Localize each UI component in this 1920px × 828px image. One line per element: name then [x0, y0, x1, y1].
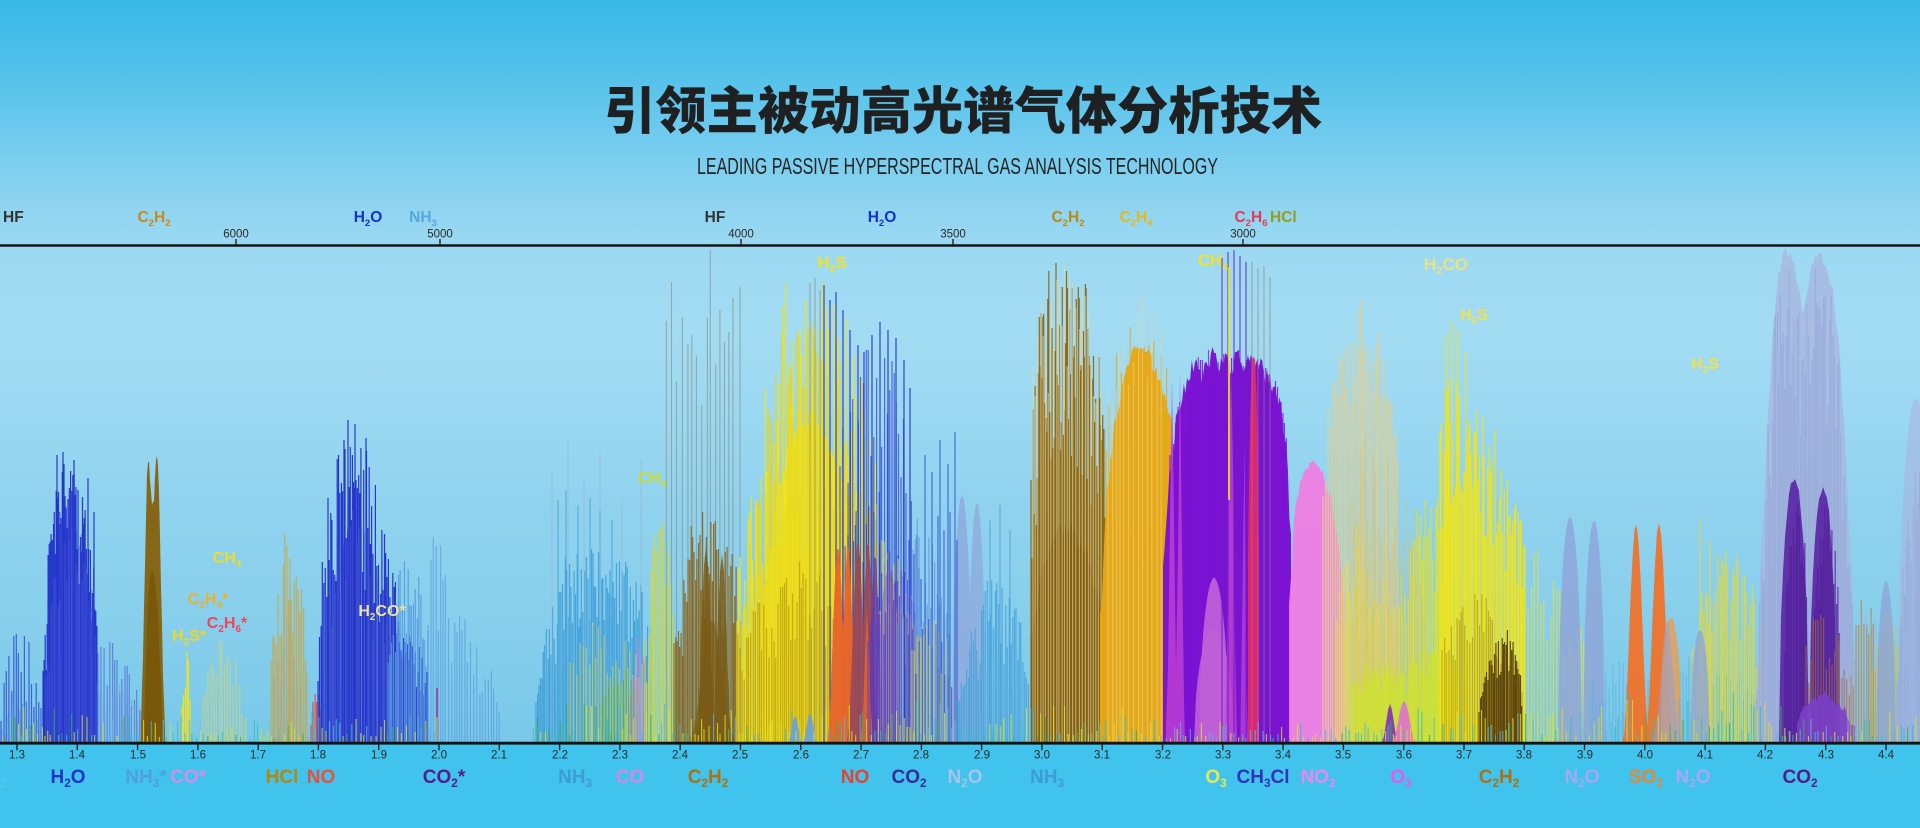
svg-text:3.5: 3.5: [1335, 750, 1351, 762]
svg-text:2.2: 2.2: [552, 750, 568, 762]
svg-text:3.6: 3.6: [1396, 750, 1412, 762]
svg-text:3.1: 3.1: [1094, 750, 1110, 762]
svg-text:CO: CO: [616, 767, 645, 788]
svg-text:4.0: 4.0: [1637, 750, 1653, 762]
svg-text:1.5: 1.5: [130, 750, 146, 762]
svg-text:4.2: 4.2: [1757, 750, 1773, 762]
svg-text:C2​H2​: C2​H2​: [688, 767, 729, 790]
svg-text:N2​O: N2​O: [1564, 767, 1599, 790]
svg-text:4.3: 4.3: [1818, 750, 1834, 762]
svg-text:LEADING PASSIVE HYPERSPECTRAL: LEADING PASSIVE HYPERSPECTRAL GAS ANALYS…: [697, 153, 1218, 179]
svg-text:C2​H6​: C2​H6​: [1234, 209, 1267, 229]
svg-text:O3​: O3​: [1390, 767, 1412, 790]
svg-text:3000: 3000: [1230, 229, 1256, 241]
svg-text:HCl: HCl: [1270, 209, 1297, 226]
svg-text:H2​S*: H2​S*: [172, 628, 207, 648]
svg-text:3500: 3500: [940, 229, 966, 241]
svg-text:C2​H4​*: C2​H4​*: [188, 591, 229, 611]
svg-text:NO: NO: [841, 767, 870, 788]
svg-text:2.9: 2.9: [974, 750, 990, 762]
svg-text:2.8: 2.8: [913, 750, 929, 762]
svg-text:N2​O: N2​O: [947, 767, 982, 790]
svg-text:O3​: O3​: [1205, 767, 1227, 790]
svg-text:1.3: 1.3: [9, 750, 25, 762]
svg-text:CH3​Cl: CH3​Cl: [1237, 767, 1290, 790]
svg-text:1.9: 1.9: [371, 750, 387, 762]
svg-text:3.9: 3.9: [1577, 750, 1593, 762]
svg-text:2​: 2​: [0, 777, 7, 790]
svg-text:H2​S: H2​S: [817, 253, 846, 275]
svg-text:CO*: CO*: [170, 767, 207, 788]
svg-text:2.7: 2.7: [853, 750, 869, 762]
svg-text:CO2​: CO2​: [1782, 767, 1818, 790]
svg-text:6000: 6000: [223, 229, 249, 241]
svg-text:5000: 5000: [427, 229, 453, 241]
svg-text:2.3: 2.3: [612, 750, 628, 762]
svg-text:4.4: 4.4: [1878, 750, 1895, 762]
svg-text:H2​S: H2​S: [1691, 356, 1719, 376]
svg-text:HF: HF: [705, 209, 726, 226]
svg-text:HCl: HCl: [266, 767, 299, 788]
svg-text:1.4: 1.4: [69, 750, 86, 762]
svg-text:CH4​: CH4​: [213, 550, 242, 570]
svg-text:NH3​: NH3​: [558, 767, 592, 790]
svg-text:H2​S: H2​S: [1460, 307, 1488, 327]
svg-text:3.2: 3.2: [1155, 750, 1171, 762]
svg-text:HF: HF: [3, 209, 24, 226]
svg-text:3.7: 3.7: [1456, 750, 1472, 762]
svg-text:CO2​*: CO2​*: [423, 767, 466, 790]
svg-text:2.6: 2.6: [793, 750, 809, 762]
svg-text:NO2​: NO2​: [1300, 767, 1336, 790]
svg-text:C2​H2​: C2​H2​: [137, 209, 170, 229]
svg-text:3.0: 3.0: [1034, 750, 1050, 762]
svg-text:N2​O: N2​O: [1675, 767, 1710, 790]
svg-text:NH3​*: NH3​*: [125, 767, 167, 790]
svg-text:1.8: 1.8: [310, 750, 326, 762]
svg-text:CH4​: CH4​: [1198, 251, 1229, 273]
svg-text:C2​H2​: C2​H2​: [1051, 209, 1084, 229]
svg-text:SO2​: SO2​: [1629, 767, 1663, 790]
svg-text:3.4: 3.4: [1275, 750, 1292, 762]
svg-text:2.1: 2.1: [491, 750, 507, 762]
svg-text:CH4​: CH4​: [638, 470, 667, 490]
svg-text:CO2​: CO2​: [891, 767, 927, 790]
svg-text:1.6: 1.6: [190, 750, 206, 762]
svg-text:C2​H6​*: C2​H6​*: [207, 615, 248, 635]
svg-text:4000: 4000: [728, 229, 754, 241]
svg-text:H2​CO: H2​CO: [1424, 255, 1468, 277]
svg-text:C2​H2​: C2​H2​: [1479, 767, 1520, 790]
svg-text:NH3​: NH3​: [1030, 767, 1064, 790]
svg-text:3.8: 3.8: [1516, 750, 1532, 762]
svg-text:3.3: 3.3: [1215, 750, 1231, 762]
svg-text:C2​H4​: C2​H4​: [1119, 209, 1153, 229]
svg-text:2.4: 2.4: [672, 750, 689, 762]
svg-text:NH3​: NH3​: [409, 209, 437, 229]
svg-text:H2​O: H2​O: [868, 209, 897, 229]
svg-text:H2​O: H2​O: [50, 767, 85, 790]
svg-text:2.5: 2.5: [732, 750, 748, 762]
svg-text:NO: NO: [307, 767, 336, 788]
svg-text:2.0: 2.0: [431, 750, 447, 762]
svg-text:1.7: 1.7: [250, 750, 266, 762]
svg-text:4.1: 4.1: [1697, 750, 1713, 762]
svg-text:H2​O: H2​O: [354, 209, 383, 229]
